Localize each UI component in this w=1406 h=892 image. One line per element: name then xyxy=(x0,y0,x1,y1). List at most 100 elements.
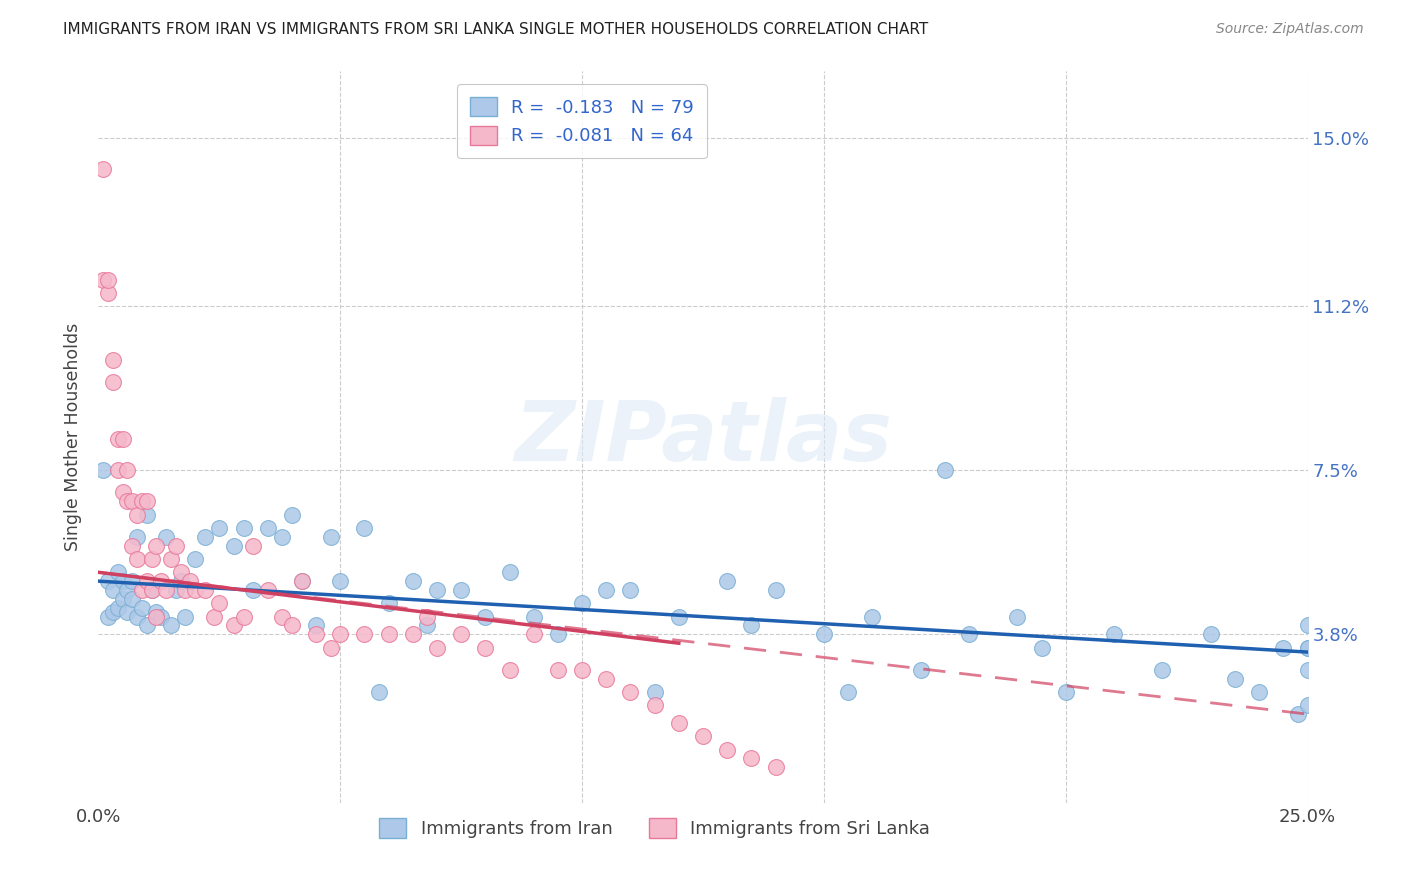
Point xyxy=(121,494,143,508)
Point xyxy=(644,698,666,713)
Point xyxy=(121,574,143,589)
Point xyxy=(547,627,569,641)
Point xyxy=(145,605,167,619)
Point xyxy=(97,285,120,300)
Point xyxy=(368,685,391,699)
Point xyxy=(426,640,449,655)
Point xyxy=(179,574,201,589)
Point xyxy=(377,596,399,610)
Point xyxy=(547,663,569,677)
Point xyxy=(934,463,956,477)
Point xyxy=(498,663,520,677)
Point xyxy=(111,485,134,500)
Point xyxy=(121,539,143,553)
Point xyxy=(91,463,114,477)
Point xyxy=(377,627,399,641)
Point xyxy=(150,574,173,589)
Point xyxy=(329,627,352,641)
Point xyxy=(668,716,690,731)
Point xyxy=(127,508,149,522)
Point xyxy=(765,760,787,774)
Point xyxy=(474,640,496,655)
Point xyxy=(194,530,217,544)
Point xyxy=(290,574,312,589)
Point xyxy=(97,574,120,589)
Point xyxy=(1296,640,1319,655)
Point xyxy=(329,574,352,589)
Point xyxy=(141,552,163,566)
Legend: Immigrants from Iran, Immigrants from Sri Lanka: Immigrants from Iran, Immigrants from Sr… xyxy=(373,811,938,845)
Point xyxy=(242,539,264,553)
Point xyxy=(107,463,129,477)
Point xyxy=(121,591,143,606)
Point xyxy=(1296,618,1319,632)
Point xyxy=(160,618,183,632)
Point xyxy=(813,627,835,641)
Point xyxy=(135,494,157,508)
Point xyxy=(131,494,153,508)
Point xyxy=(194,582,217,597)
Point xyxy=(619,685,641,699)
Point xyxy=(91,161,114,176)
Point xyxy=(97,609,120,624)
Point xyxy=(1296,663,1319,677)
Point xyxy=(135,508,157,522)
Point xyxy=(1223,672,1246,686)
Point xyxy=(305,618,328,632)
Point xyxy=(450,582,472,597)
Point xyxy=(523,627,546,641)
Point xyxy=(716,574,738,589)
Point xyxy=(271,609,294,624)
Point xyxy=(256,582,278,597)
Point xyxy=(571,663,593,677)
Point xyxy=(97,273,120,287)
Point xyxy=(232,609,254,624)
Y-axis label: Single Mother Households: Single Mother Households xyxy=(65,323,83,551)
Point xyxy=(402,627,425,641)
Point xyxy=(141,582,163,597)
Point xyxy=(692,729,714,743)
Point xyxy=(135,618,157,632)
Point xyxy=(155,582,177,597)
Point xyxy=(131,600,153,615)
Point xyxy=(204,609,226,624)
Point xyxy=(319,640,342,655)
Point xyxy=(619,582,641,597)
Point xyxy=(740,751,762,765)
Point xyxy=(184,552,207,566)
Point xyxy=(668,609,690,624)
Point xyxy=(860,609,883,624)
Point xyxy=(117,582,139,597)
Point xyxy=(765,582,787,597)
Point xyxy=(91,273,114,287)
Point xyxy=(1199,627,1222,641)
Point xyxy=(127,609,149,624)
Point xyxy=(1152,663,1174,677)
Text: Source: ZipAtlas.com: Source: ZipAtlas.com xyxy=(1216,22,1364,37)
Point xyxy=(160,552,183,566)
Point xyxy=(716,742,738,756)
Point xyxy=(107,600,129,615)
Point xyxy=(208,596,231,610)
Point xyxy=(837,685,859,699)
Point xyxy=(111,432,134,446)
Point xyxy=(1272,640,1295,655)
Point xyxy=(957,627,980,641)
Point xyxy=(740,618,762,632)
Point xyxy=(107,432,129,446)
Point xyxy=(426,582,449,597)
Point xyxy=(101,605,124,619)
Point xyxy=(141,582,163,597)
Point xyxy=(319,530,342,544)
Point xyxy=(416,609,439,624)
Point xyxy=(242,582,264,597)
Point xyxy=(107,566,129,580)
Point xyxy=(135,574,157,589)
Point xyxy=(256,521,278,535)
Point xyxy=(450,627,472,641)
Point xyxy=(165,582,187,597)
Point xyxy=(101,352,124,367)
Point xyxy=(150,609,173,624)
Point xyxy=(127,530,149,544)
Point xyxy=(145,539,167,553)
